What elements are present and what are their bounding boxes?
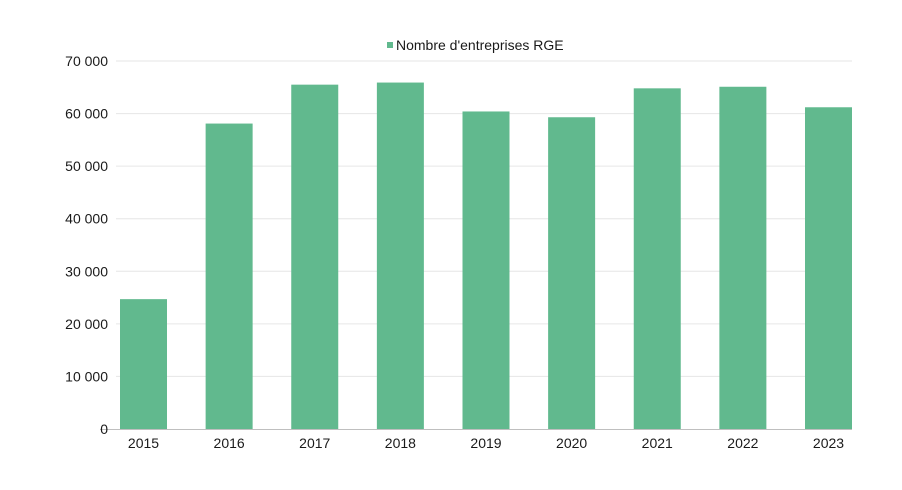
y-tick-label: 30 000 [65,263,108,279]
x-tick-label: 2022 [727,435,758,451]
y-tick-label: 40 000 [65,211,108,227]
bar-2016 [205,123,253,429]
bar-2022 [719,86,767,429]
bars [120,82,852,430]
y-tick-label: 70 000 [65,53,108,69]
bar-2019 [462,111,510,430]
bar-2023 [805,107,852,430]
y-tick-label: 10 000 [65,368,108,384]
bar-2015 [120,299,167,429]
x-tick-label: 2017 [299,435,330,451]
y-tick-label: 50 000 [65,158,108,174]
y-tick-label: 60 000 [65,106,108,122]
x-tick-label: 2021 [642,435,673,451]
legend-label: Nombre d'entreprises RGE [396,37,564,53]
bar-2018 [376,82,424,429]
x-tick-label: 2019 [470,435,501,451]
x-tick-label: 2015 [128,435,159,451]
legend-swatch [387,42,393,48]
y-tick-label: 0 [100,421,108,437]
bar-2021 [633,88,681,429]
bar-2020 [548,117,596,429]
bar-2017 [291,84,339,430]
y-axis-ticks: 0 10 000 20 000 30 000 40 000 50 000 60 000 70 … [65,53,108,437]
legend: Nombre d'entreprises RGE [387,37,564,53]
y-tick-label: 20 000 [65,316,108,332]
x-axis-ticks: 2015 2016 2017 2018 2019 2020 2021 2022 2023 [128,435,844,451]
x-tick-label: 2020 [556,435,587,451]
x-tick-label: 2018 [385,435,416,451]
x-tick-label: 2016 [214,435,245,451]
x-tick-label: 2023 [813,435,844,451]
